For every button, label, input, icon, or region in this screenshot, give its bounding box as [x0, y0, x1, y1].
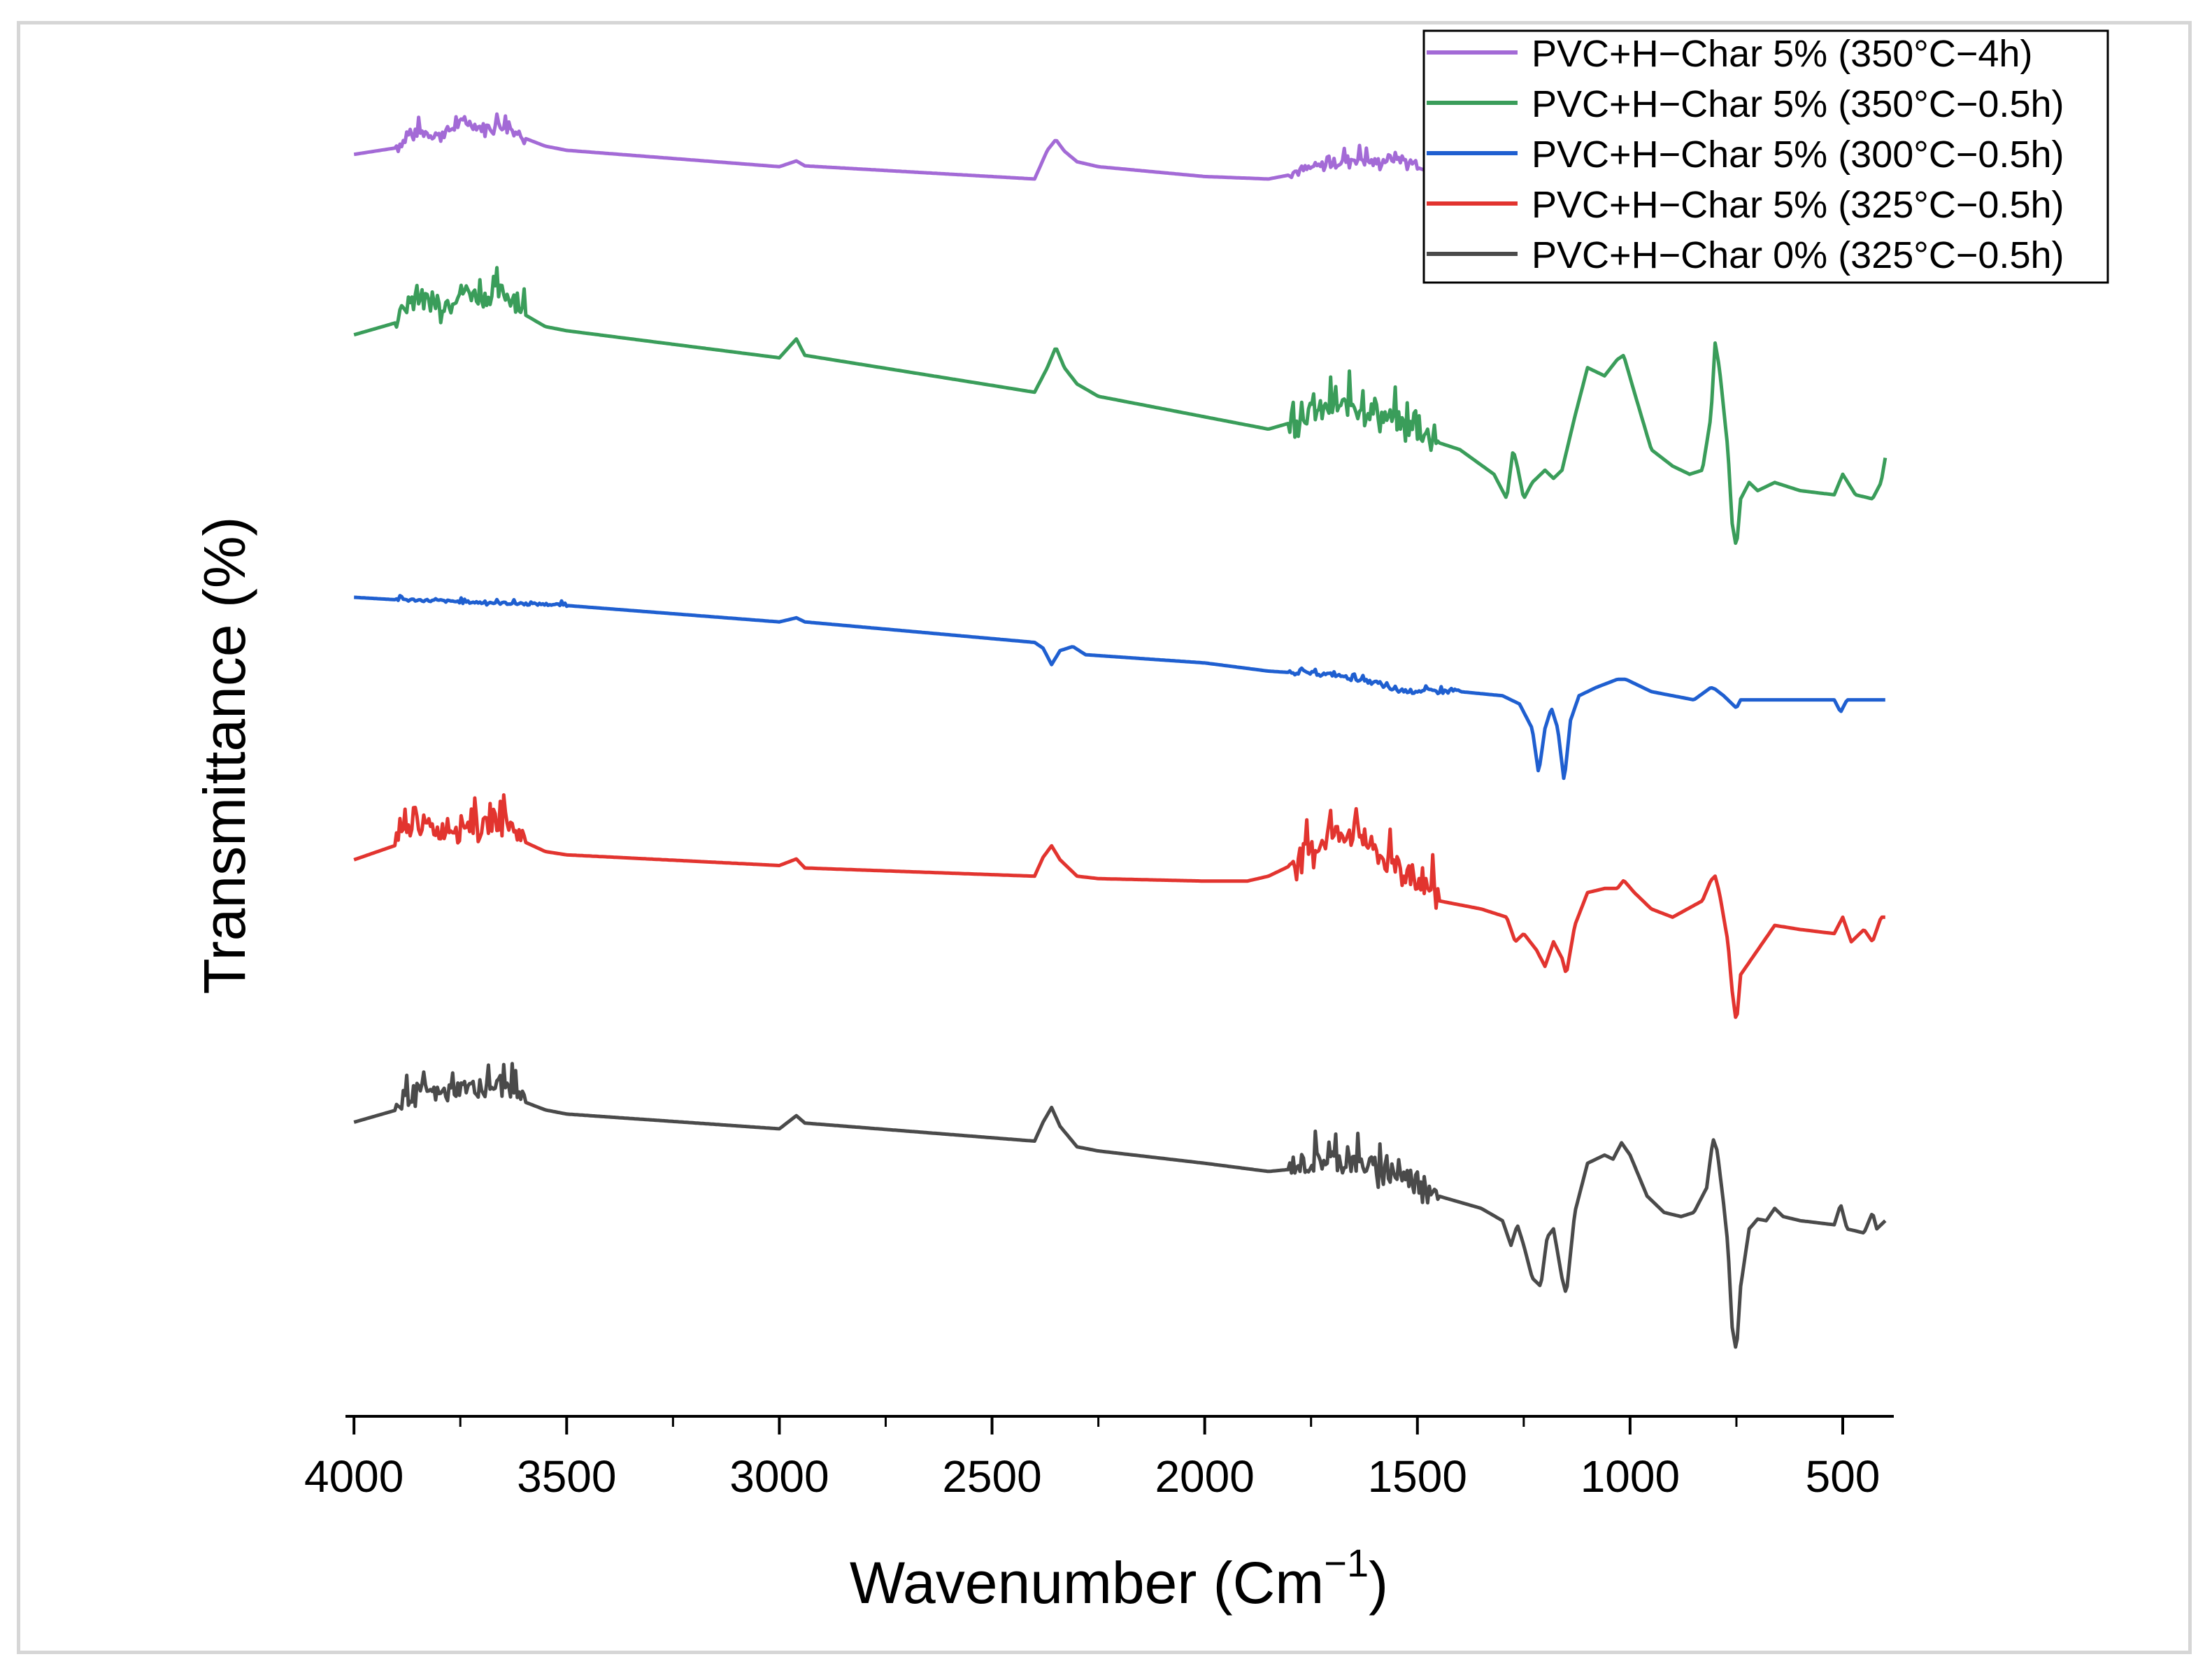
y-axis-title: Transmittance (%) [192, 516, 257, 994]
x-tick-label: 2000 [1155, 1451, 1254, 1502]
x-tick-label: 1000 [1580, 1451, 1680, 1502]
legend-box [1422, 29, 2109, 284]
figure-frame [17, 21, 2192, 1654]
legend-label: PVC+H−Char 5% (325°C−0.5h) [1532, 184, 2064, 226]
x-axis-major-ticks [352, 1416, 1845, 1434]
x-axis-title-tail: ) [1369, 1550, 1388, 1616]
legend-label: PVC+H−Char 5% (300°C−0.5h) [1532, 134, 2064, 176]
legend-label: PVC+H−Char 0% (325°C−0.5h) [1532, 234, 2064, 276]
x-axis: 4000 3500 3000 2500 2000 1500 1000 500 [304, 1415, 1894, 1502]
legend-label: PVC+H−Char 5% (350°C−0.5h) [1532, 83, 2064, 125]
legend: PVC+H−Char 5% (350°C−4h) PVC+H−Char 5% (3… [1422, 29, 2109, 284]
series-line [353, 1062, 1887, 1349]
series-line [353, 793, 1885, 1019]
x-tick-label: 4000 [304, 1451, 404, 1502]
x-tick-label: 3000 [729, 1451, 829, 1502]
series-line [353, 266, 1888, 546]
legend-items: PVC+H−Char 5% (350°C−4h) PVC+H−Char 5% (3… [1427, 33, 2064, 276]
x-axis-minor-ticks [459, 1416, 1738, 1427]
x-tick-label: 2500 [942, 1451, 1041, 1502]
x-tick-label: 500 [1806, 1451, 1881, 1502]
x-tick-label: 3500 [517, 1451, 616, 1502]
x-axis-title: Wavenumber (Cm−1) [850, 1541, 1388, 1616]
x-axis-title-superscript: −1 [1324, 1541, 1369, 1585]
x-tick-label: 1500 [1368, 1451, 1467, 1502]
series-group [353, 112, 1888, 1349]
series-line [354, 594, 1885, 781]
x-axis-tick-labels: 4000 3500 3000 2500 2000 1500 1000 500 [304, 1451, 1880, 1502]
legend-label: PVC+H−Char 5% (350°C−4h) [1532, 33, 2032, 75]
